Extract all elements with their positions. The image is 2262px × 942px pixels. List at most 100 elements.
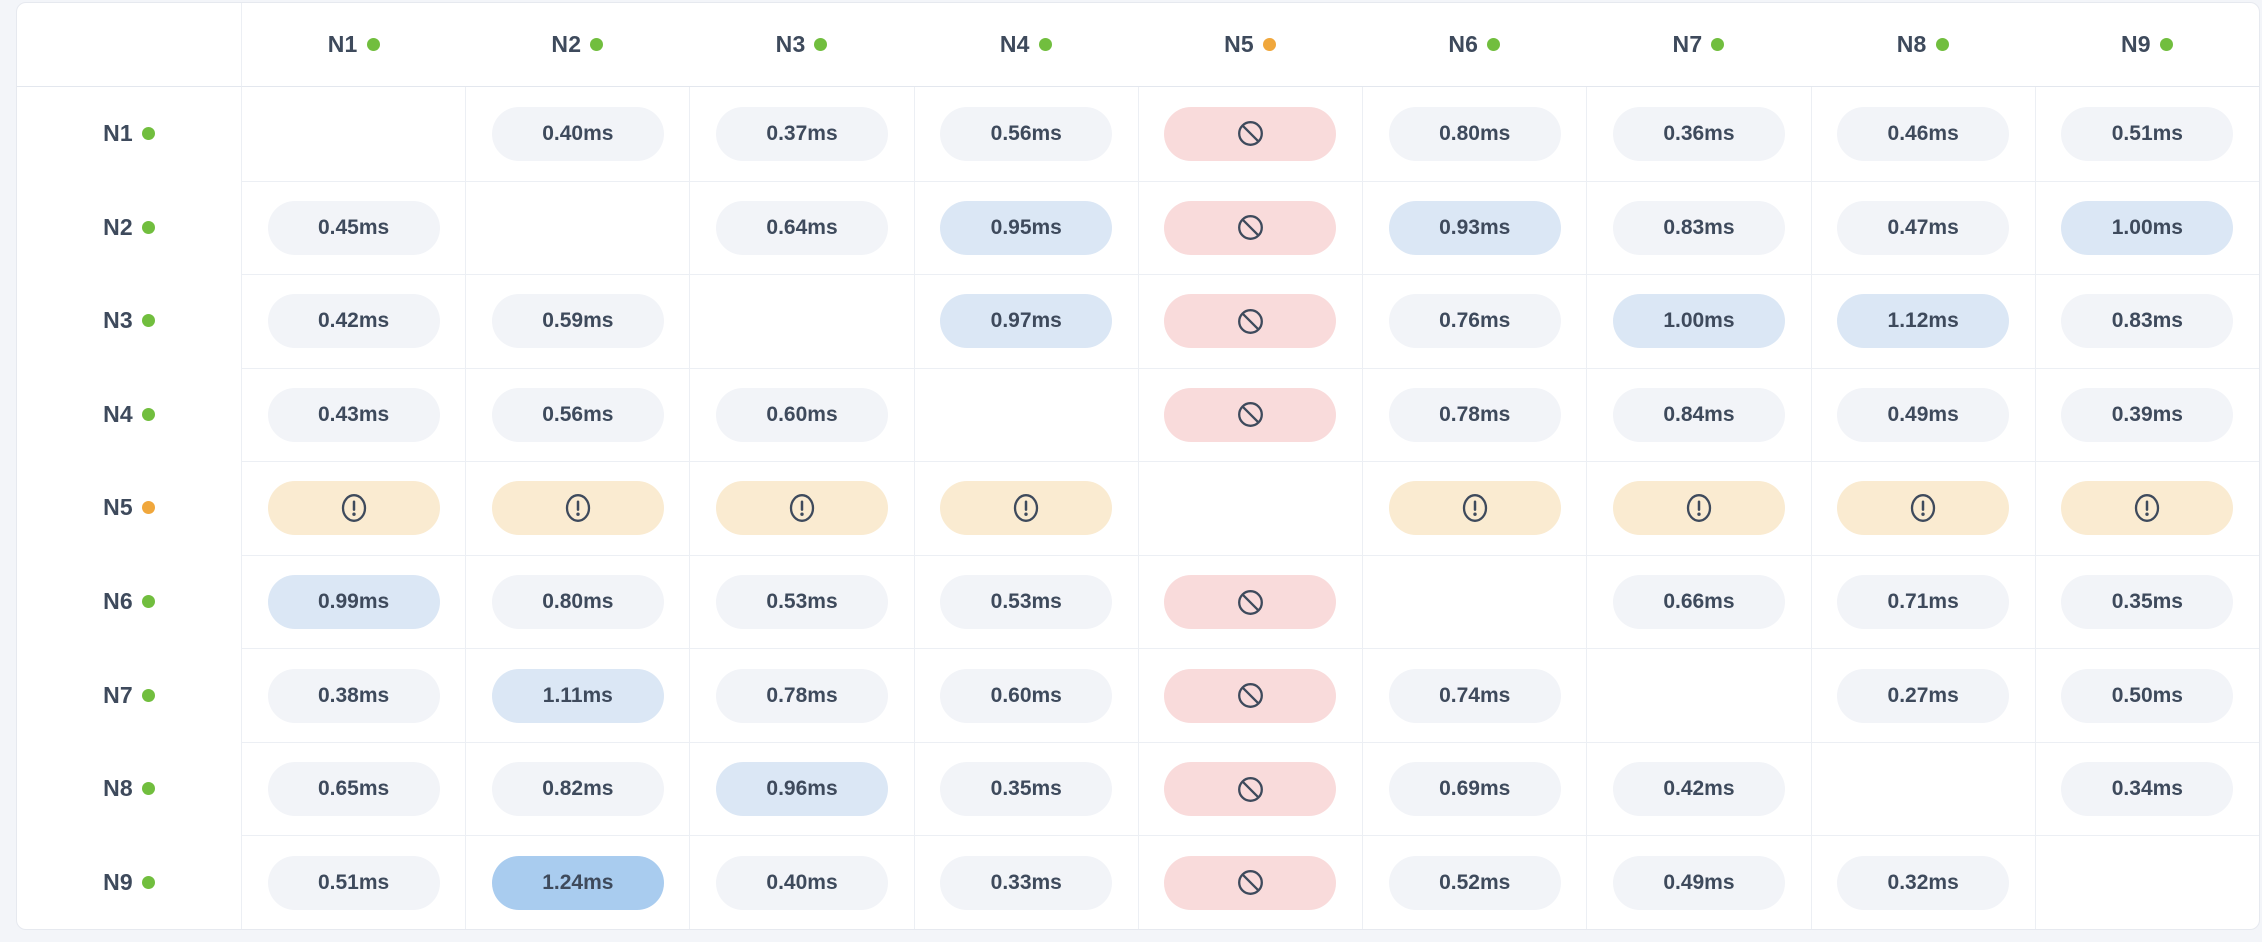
matrix-cell-n6-n5 [1137, 554, 1363, 649]
latency-pill[interactable]: 0.69ms [1388, 762, 1561, 817]
warning-pill[interactable] [1837, 481, 2010, 536]
latency-pill[interactable]: 0.83ms [1612, 200, 1785, 255]
latency-pill[interactable]: 0.51ms [267, 855, 440, 910]
latency-pill[interactable]: 0.47ms [1837, 200, 2010, 255]
latency-pill[interactable]: 0.35ms [940, 762, 1113, 817]
latency-pill[interactable]: 0.95ms [940, 200, 1113, 255]
blocked-pill[interactable] [1164, 387, 1337, 442]
latency-pill[interactable]: 1.11ms [491, 668, 664, 723]
latency-pill[interactable]: 0.32ms [1837, 855, 2010, 910]
latency-pill[interactable]: 0.35ms [2061, 575, 2234, 630]
blocked-pill[interactable] [1164, 200, 1337, 255]
latency-pill[interactable]: 0.43ms [267, 387, 440, 442]
warning-pill[interactable] [716, 481, 889, 536]
latency-pill[interactable]: 1.00ms [1612, 294, 1785, 349]
latency-pill[interactable]: 0.76ms [1388, 294, 1561, 349]
latency-pill[interactable]: 0.42ms [267, 294, 440, 349]
status-dot [590, 38, 604, 51]
row-header-label: N1 [103, 120, 133, 147]
row-header-n1: N1 [17, 87, 241, 181]
latency-pill[interactable]: 0.83ms [2061, 294, 2234, 349]
latency-pill[interactable]: 0.56ms [940, 106, 1113, 161]
row-header-n8: N8 [17, 742, 241, 836]
latency-pill[interactable]: 0.46ms [1837, 106, 2010, 161]
warning-pill[interactable] [1612, 481, 1785, 536]
blocked-pill[interactable] [1164, 106, 1337, 161]
matrix-cell-n9-n4: 0.33ms [913, 835, 1138, 929]
latency-pill[interactable]: 0.60ms [940, 668, 1113, 723]
matrix-cell-n3-n1: 0.42ms [241, 274, 466, 368]
status-dot [141, 501, 155, 515]
matrix-cell-n3-n8: 1.12ms [1810, 274, 2035, 368]
column-header-n4: N4 [913, 3, 1138, 87]
status-dot [1711, 38, 1725, 51]
latency-pill[interactable]: 0.93ms [1388, 200, 1561, 255]
latency-pill[interactable]: 0.45ms [267, 200, 440, 255]
latency-pill[interactable]: 0.53ms [940, 575, 1113, 630]
matrix-cell-n5-n3 [689, 461, 914, 555]
latency-pill[interactable]: 1.00ms [2061, 200, 2234, 255]
latency-pill[interactable]: 0.49ms [1837, 387, 2010, 442]
blocked-pill[interactable] [1164, 762, 1337, 817]
matrix-cell-n2-n7: 0.83ms [1586, 180, 1811, 275]
alert-icon [1014, 494, 1039, 523]
latency-pill[interactable]: 0.50ms [2061, 668, 2234, 723]
latency-pill[interactable]: 0.80ms [491, 575, 664, 630]
warning-pill[interactable] [1388, 481, 1561, 536]
latency-pill[interactable]: 0.52ms [1388, 855, 1561, 910]
latency-pill[interactable]: 0.80ms [1388, 106, 1561, 161]
latency-pill[interactable]: 0.27ms [1837, 668, 2010, 723]
latency-pill[interactable]: 0.49ms [1612, 855, 1785, 910]
latency-pill[interactable]: 0.65ms [267, 762, 440, 817]
row-header-n5: N5 [17, 461, 241, 555]
latency-pill[interactable]: 0.99ms [267, 575, 440, 630]
warning-pill[interactable] [491, 481, 664, 536]
blocked-pill[interactable] [1164, 575, 1337, 630]
latency-pill[interactable]: 0.51ms [2061, 106, 2234, 161]
matrix-cell-n5-n2 [465, 461, 690, 555]
latency-pill[interactable]: 0.53ms [716, 575, 889, 630]
column-header-label: N6 [1448, 31, 1479, 57]
latency-pill[interactable]: 0.33ms [940, 855, 1113, 910]
matrix-cell-n1-n8: 0.46ms [1810, 87, 2035, 181]
matrix-cell-n6-n7: 0.66ms [1586, 554, 1811, 649]
latency-pill[interactable]: 0.59ms [491, 294, 664, 349]
matrix-cell-n8-n8 [1810, 741, 2035, 836]
latency-pill[interactable]: 0.37ms [716, 106, 889, 161]
latency-pill[interactable]: 0.36ms [1612, 106, 1785, 161]
matrix-cell-n4-n2: 0.56ms [465, 367, 690, 462]
latency-pill[interactable]: 0.40ms [491, 106, 664, 161]
latency-pill[interactable]: 0.82ms [491, 762, 664, 817]
latency-pill[interactable]: 0.34ms [2061, 762, 2234, 817]
latency-pill[interactable]: 0.56ms [491, 387, 664, 442]
latency-pill[interactable]: 0.74ms [1388, 668, 1561, 723]
latency-pill[interactable]: 0.71ms [1837, 575, 2010, 630]
latency-pill[interactable]: 0.78ms [716, 668, 889, 723]
latency-pill[interactable]: 0.40ms [716, 855, 889, 910]
warning-pill[interactable] [267, 481, 440, 536]
matrix-cell-n4-n5 [1137, 367, 1363, 462]
latency-pill[interactable]: 0.64ms [716, 200, 889, 255]
column-header-n8: N8 [1810, 3, 2035, 87]
blocked-pill[interactable] [1164, 294, 1337, 349]
blocked-pill[interactable] [1164, 855, 1337, 910]
latency-pill[interactable]: 0.84ms [1612, 387, 1785, 442]
matrix-cell-n6-n8: 0.71ms [1810, 554, 2035, 649]
matrix-cell-n8-n1: 0.65ms [241, 741, 466, 836]
warning-pill[interactable] [2061, 481, 2234, 536]
matrix-cell-n9-n6: 0.52ms [1362, 835, 1587, 929]
latency-pill[interactable]: 0.97ms [940, 294, 1113, 349]
matrix-cell-n1-n7: 0.36ms [1586, 87, 1810, 181]
latency-pill[interactable]: 1.24ms [491, 855, 664, 910]
latency-pill[interactable]: 0.60ms [716, 387, 889, 442]
latency-pill[interactable]: 0.66ms [1612, 575, 1785, 630]
latency-pill[interactable]: 0.38ms [267, 668, 440, 723]
latency-pill[interactable]: 0.96ms [716, 762, 889, 817]
latency-pill[interactable]: 1.12ms [1837, 294, 2010, 349]
latency-pill[interactable]: 0.78ms [1388, 387, 1561, 442]
latency-pill[interactable]: 0.39ms [2061, 387, 2234, 442]
latency-pill[interactable]: 0.42ms [1612, 762, 1785, 817]
blocked-pill[interactable] [1164, 668, 1337, 723]
warning-pill[interactable] [940, 481, 1113, 536]
matrix-cell-n9-n9 [2034, 835, 2259, 929]
